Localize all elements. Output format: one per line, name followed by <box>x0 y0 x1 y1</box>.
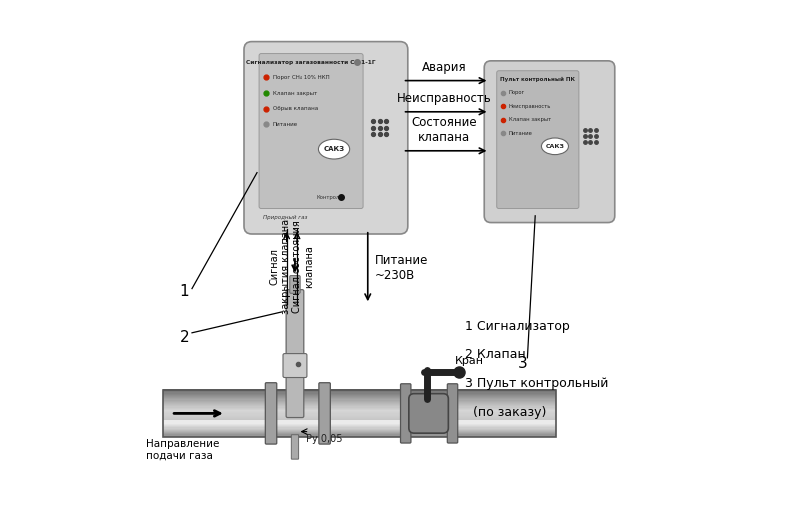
FancyBboxPatch shape <box>244 42 408 234</box>
Text: Сигнал
закрытия клапана: Сигнал закрытия клапана <box>270 219 291 314</box>
Bar <box>163 400 556 401</box>
FancyBboxPatch shape <box>484 61 614 223</box>
Bar <box>163 406 556 408</box>
Bar <box>163 426 556 427</box>
Text: Природный газ: Природный газ <box>263 215 308 220</box>
Bar <box>163 395 556 397</box>
FancyBboxPatch shape <box>290 276 300 293</box>
Text: Направление
подачи газа: Направление подачи газа <box>146 439 220 461</box>
Bar <box>163 413 556 414</box>
Bar <box>163 424 556 426</box>
Text: Контроль: Контроль <box>316 194 342 200</box>
Bar <box>163 407 556 409</box>
Bar <box>163 433 556 435</box>
Text: 2: 2 <box>179 331 189 345</box>
Text: 3: 3 <box>518 357 527 371</box>
Text: Кран: Кран <box>454 356 483 367</box>
Ellipse shape <box>318 139 350 159</box>
Bar <box>163 399 556 400</box>
FancyBboxPatch shape <box>401 384 411 443</box>
Text: 1 Сигнализатор: 1 Сигнализатор <box>465 320 570 333</box>
Bar <box>163 389 556 391</box>
Bar <box>163 391 556 393</box>
Text: Порог: Порог <box>509 90 525 95</box>
Bar <box>163 408 556 410</box>
FancyBboxPatch shape <box>259 54 363 209</box>
Bar <box>163 392 556 394</box>
Bar <box>163 421 556 423</box>
Text: 1: 1 <box>179 284 189 298</box>
Bar <box>163 411 556 412</box>
Bar <box>163 434 556 436</box>
Bar <box>163 435 556 437</box>
Bar <box>163 430 556 431</box>
Text: Ру 0,05: Ру 0,05 <box>306 434 343 444</box>
Bar <box>163 431 556 432</box>
FancyBboxPatch shape <box>409 394 448 433</box>
FancyBboxPatch shape <box>286 290 304 418</box>
FancyBboxPatch shape <box>447 384 458 443</box>
Text: Неисправность: Неисправность <box>397 92 491 105</box>
Bar <box>163 404 556 405</box>
Bar <box>163 398 556 399</box>
FancyBboxPatch shape <box>291 435 298 459</box>
Text: Состояние
клапана: Состояние клапана <box>411 116 477 144</box>
FancyBboxPatch shape <box>283 354 307 378</box>
Bar <box>163 415 556 417</box>
Text: Питание
~230В: Питание ~230В <box>375 254 429 282</box>
Text: Клапан закрыт: Клапан закрыт <box>509 117 551 122</box>
Text: Клапан закрыт: Клапан закрыт <box>273 90 317 96</box>
Bar <box>163 402 556 404</box>
Text: САКЗ: САКЗ <box>323 146 345 152</box>
Text: САКЗ: САКЗ <box>546 144 564 149</box>
Text: Питание: Питание <box>273 122 298 127</box>
Bar <box>163 427 556 428</box>
Bar <box>163 405 556 407</box>
Bar <box>163 414 556 416</box>
Bar <box>163 409 556 411</box>
Bar <box>163 401 556 403</box>
Text: Сигнализатор загазованности СЗ-1-1Г: Сигнализатор загазованности СЗ-1-1Г <box>246 60 376 65</box>
Bar <box>163 394 556 396</box>
FancyBboxPatch shape <box>266 383 277 444</box>
Text: Сигнал состояния
клапана: Сигнал состояния клапана <box>293 220 314 313</box>
Bar <box>163 422 556 424</box>
Bar <box>163 419 556 420</box>
Text: 2 Клапан: 2 Клапан <box>465 348 526 361</box>
Text: Авария: Авария <box>422 61 466 74</box>
Text: Порог CH₄ 10% НКП: Порог CH₄ 10% НКП <box>273 75 330 80</box>
Text: Пульт контрольный ПК: Пульт контрольный ПК <box>500 76 575 82</box>
Bar <box>163 423 556 425</box>
Bar <box>163 393 556 395</box>
Text: Неисправность: Неисправность <box>509 103 551 109</box>
Text: (по заказу): (по заказу) <box>465 406 546 419</box>
Bar <box>163 390 556 437</box>
Text: Обрыв клапана: Обрыв клапана <box>273 106 318 111</box>
Bar <box>163 417 556 418</box>
FancyBboxPatch shape <box>319 383 330 444</box>
Text: Питание: Питание <box>509 131 533 136</box>
Bar <box>163 397 556 398</box>
FancyBboxPatch shape <box>497 71 579 209</box>
Ellipse shape <box>542 138 569 154</box>
Text: 3 Пульт контрольный: 3 Пульт контрольный <box>465 377 608 390</box>
Bar <box>163 428 556 430</box>
Bar <box>163 412 556 413</box>
Bar <box>163 418 556 419</box>
Bar <box>163 432 556 433</box>
Bar <box>163 420 556 422</box>
